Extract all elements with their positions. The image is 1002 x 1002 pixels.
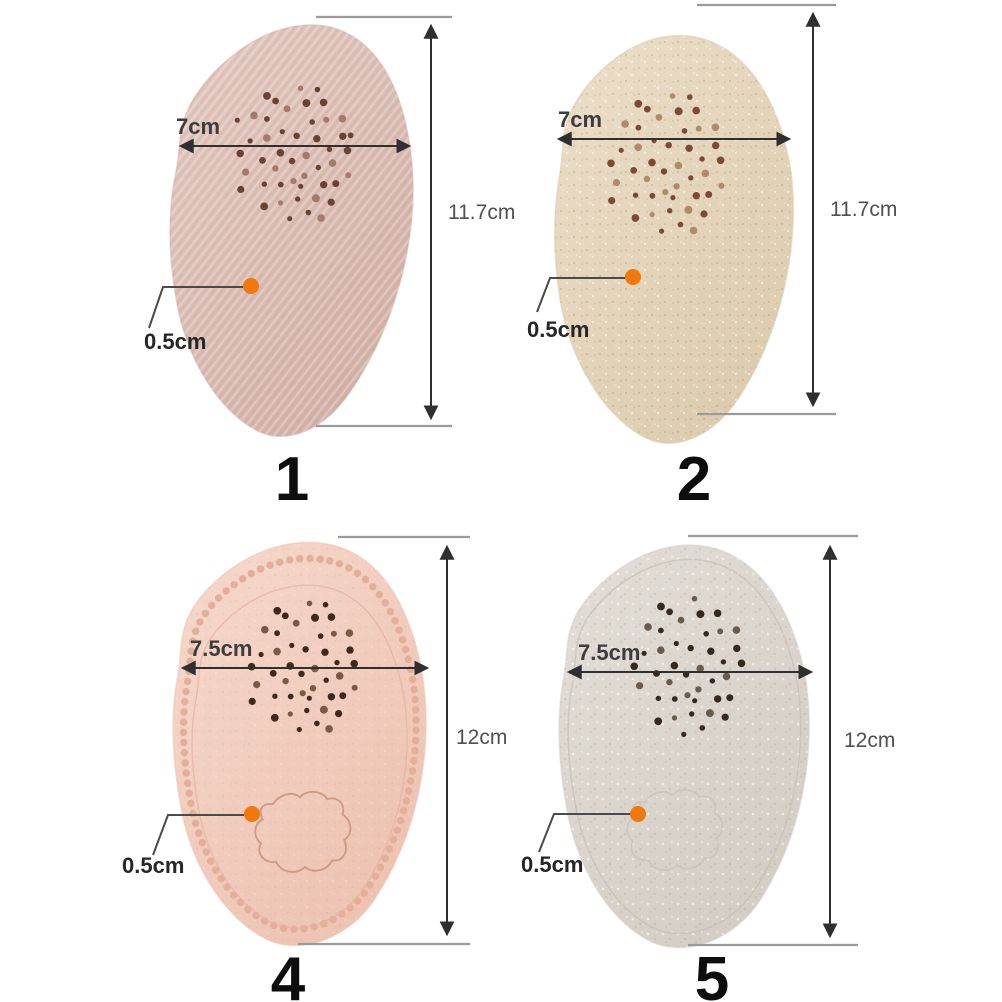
thickness-label-4: 0.5cm (122, 853, 184, 878)
thickness-label-2: 0.5cm (527, 317, 589, 342)
item-number-5: 5 (695, 945, 729, 1002)
height-label-4: 12cm (456, 726, 507, 749)
panel-4: 12cm 7.5cm 0.5cm 4 (122, 535, 507, 1002)
thickness-leader-1 (148, 286, 243, 329)
panel-1: 11.7cm 7cm 0.5cm 1 (144, 15, 515, 514)
width-label-5: 7.5cm (578, 640, 640, 665)
height-label-1: 11.7cm (448, 201, 515, 224)
panel-2: 11.7cm 7cm 0.5cm 2 (527, 3, 897, 514)
thickness-point-2 (625, 269, 641, 285)
thickness-leader-2 (536, 277, 626, 313)
width-label-4: 7.5cm (190, 636, 252, 661)
item-number-1: 1 (275, 445, 309, 514)
thickness-point-1 (243, 278, 259, 294)
item-number-4: 4 (271, 945, 306, 1002)
thickness-label-1: 0.5cm (144, 329, 206, 354)
item-number-2: 2 (677, 445, 711, 514)
panel-5: 12cm 7.5cm 0.5cm 5 (521, 534, 895, 1002)
height-label-2: 11.7cm (830, 198, 897, 221)
insole-1-fabric-texture (170, 25, 413, 437)
thickness-leader-4 (152, 814, 244, 856)
thickness-point-5 (630, 806, 646, 822)
thickness-point-4 (244, 806, 260, 822)
thickness-label-5: 0.5cm (521, 852, 583, 877)
height-label-5: 12cm (844, 729, 895, 752)
width-label-2: 7cm (558, 107, 602, 132)
perforation-cluster-2 (607, 93, 725, 235)
width-label-1: 7cm (176, 114, 220, 139)
thickness-leader-5 (538, 813, 630, 853)
